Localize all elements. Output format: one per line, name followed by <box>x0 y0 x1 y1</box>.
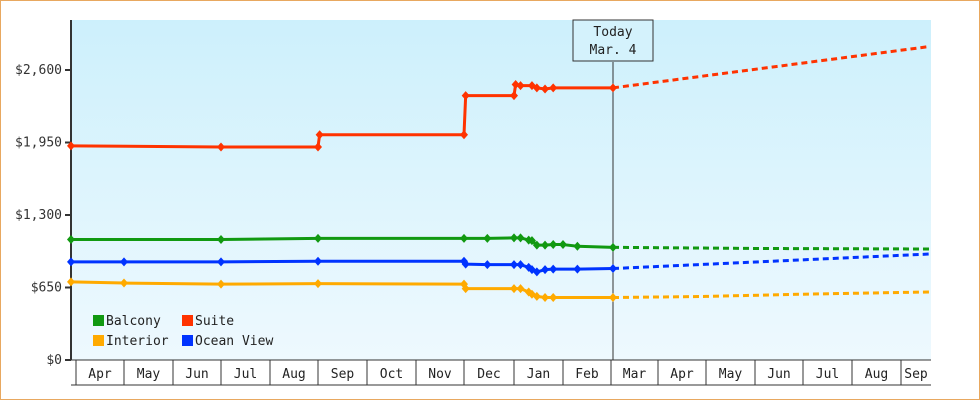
data-point[interactable] <box>510 260 518 270</box>
forecast-line <box>612 245 930 251</box>
x-axis: Apr May Jun Jul Aug Sep Oct Nov Dec Jan Feb Mar Apr M… <box>71 359 931 386</box>
data-point[interactable] <box>315 130 324 140</box>
legend-label: Interior <box>106 334 169 349</box>
data-point[interactable] <box>510 233 518 243</box>
data-point[interactable] <box>532 267 541 277</box>
data-point[interactable] <box>510 91 518 101</box>
series-balcony <box>67 233 930 252</box>
y-tick-label: $1,300 <box>15 208 62 223</box>
data-point[interactable] <box>541 265 550 275</box>
data-point[interactable] <box>67 141 75 151</box>
data-point[interactable] <box>217 235 225 245</box>
data-point[interactable] <box>217 257 225 267</box>
legend-swatch <box>93 335 104 346</box>
x-tick-label: May <box>137 367 161 382</box>
data-point[interactable] <box>541 84 550 94</box>
y-tick-label: $650 <box>31 281 62 296</box>
data-point[interactable] <box>120 278 128 288</box>
x-tick-label: Dec <box>477 367 500 382</box>
legend-item-ocean-view[interactable]: Ocean View <box>182 334 273 349</box>
plot-area <box>71 20 931 360</box>
series-ocean-view <box>67 252 930 277</box>
data-point[interactable] <box>532 83 541 93</box>
series-suite <box>67 45 930 152</box>
today-date: Mar. 4 <box>590 43 637 58</box>
data-point[interactable] <box>460 233 468 243</box>
x-tick-label: Mar <box>623 367 647 382</box>
today-label: Today <box>593 25 632 40</box>
legend-swatch <box>93 315 104 326</box>
data-point[interactable] <box>549 83 558 93</box>
legend-label: Balcony <box>106 314 161 329</box>
data-point[interactable] <box>559 240 567 250</box>
data-point[interactable] <box>516 81 525 91</box>
data-point[interactable] <box>461 284 470 294</box>
data-point[interactable] <box>516 260 525 270</box>
legend-swatch <box>182 315 193 326</box>
x-tick-label: Sep <box>331 367 355 382</box>
data-point[interactable] <box>541 240 550 250</box>
data-point[interactable] <box>541 293 550 303</box>
legend-item-balcony[interactable]: Balcony <box>93 314 161 329</box>
y-tick-label: $0 <box>46 353 62 368</box>
data-point[interactable] <box>314 233 322 243</box>
data-point[interactable] <box>217 142 225 152</box>
legend-item-interior[interactable]: Interior <box>93 334 169 349</box>
y-tick-label: $2,600 <box>15 63 62 78</box>
data-point[interactable] <box>532 291 541 301</box>
x-tick-label: Jun <box>767 367 790 382</box>
data-point[interactable] <box>67 257 75 267</box>
x-tick-label: Jul <box>234 367 257 382</box>
data-point[interactable] <box>516 284 525 294</box>
data-point[interactable] <box>527 236 536 246</box>
forecast-line <box>612 45 930 90</box>
data-point[interactable] <box>314 279 322 289</box>
series-interior <box>67 277 930 303</box>
data-point[interactable] <box>549 240 558 250</box>
x-tick-label: Aug <box>865 367 888 382</box>
forecast-line <box>612 290 930 300</box>
x-tick-label: Jan <box>527 367 550 382</box>
data-point[interactable] <box>461 91 470 101</box>
x-tick-label: May <box>719 367 743 382</box>
data-point[interactable] <box>314 256 322 266</box>
y-axis: $0 $650 $1,300 $1,950 $2,600 <box>15 20 72 368</box>
y-tick-label: $1,950 <box>15 136 62 151</box>
x-tick-label: Apr <box>670 367 694 382</box>
data-point[interactable] <box>549 264 558 274</box>
data-point[interactable] <box>217 279 225 289</box>
x-tick-label: Feb <box>575 367 599 382</box>
legend-label: Suite <box>195 314 234 329</box>
data-point[interactable] <box>510 284 518 294</box>
legend-swatch <box>182 335 193 346</box>
legend-item-suite[interactable]: Suite <box>182 314 234 329</box>
x-tick-label: Oct <box>380 367 403 382</box>
data-point[interactable] <box>573 264 582 274</box>
x-tick-label: Jul <box>816 367 839 382</box>
data-point[interactable] <box>532 240 541 250</box>
x-tick-label: Aug <box>282 367 305 382</box>
data-point[interactable] <box>573 241 582 251</box>
x-tick-label: Apr <box>88 367 112 382</box>
data-point[interactable] <box>549 293 558 303</box>
data-point[interactable] <box>516 233 525 243</box>
data-point[interactable] <box>120 257 128 267</box>
x-tick-label: Sep <box>904 367 928 382</box>
legend-label: Ocean View <box>195 334 273 349</box>
data-point[interactable] <box>314 142 322 152</box>
data-point[interactable] <box>483 260 492 270</box>
data-point[interactable] <box>67 235 75 245</box>
series-lines <box>67 45 930 303</box>
legend: Balcony Suite Interior Ocean View <box>93 314 273 349</box>
data-point[interactable] <box>67 277 75 287</box>
x-tick-label: Nov <box>428 367 452 382</box>
today-marker: Today Mar. 4 <box>572 19 654 360</box>
data-point[interactable] <box>483 233 492 243</box>
data-point[interactable] <box>460 130 468 140</box>
x-tick-label: Jun <box>185 367 208 382</box>
forecast-line <box>612 252 930 271</box>
data-point[interactable] <box>461 259 470 269</box>
